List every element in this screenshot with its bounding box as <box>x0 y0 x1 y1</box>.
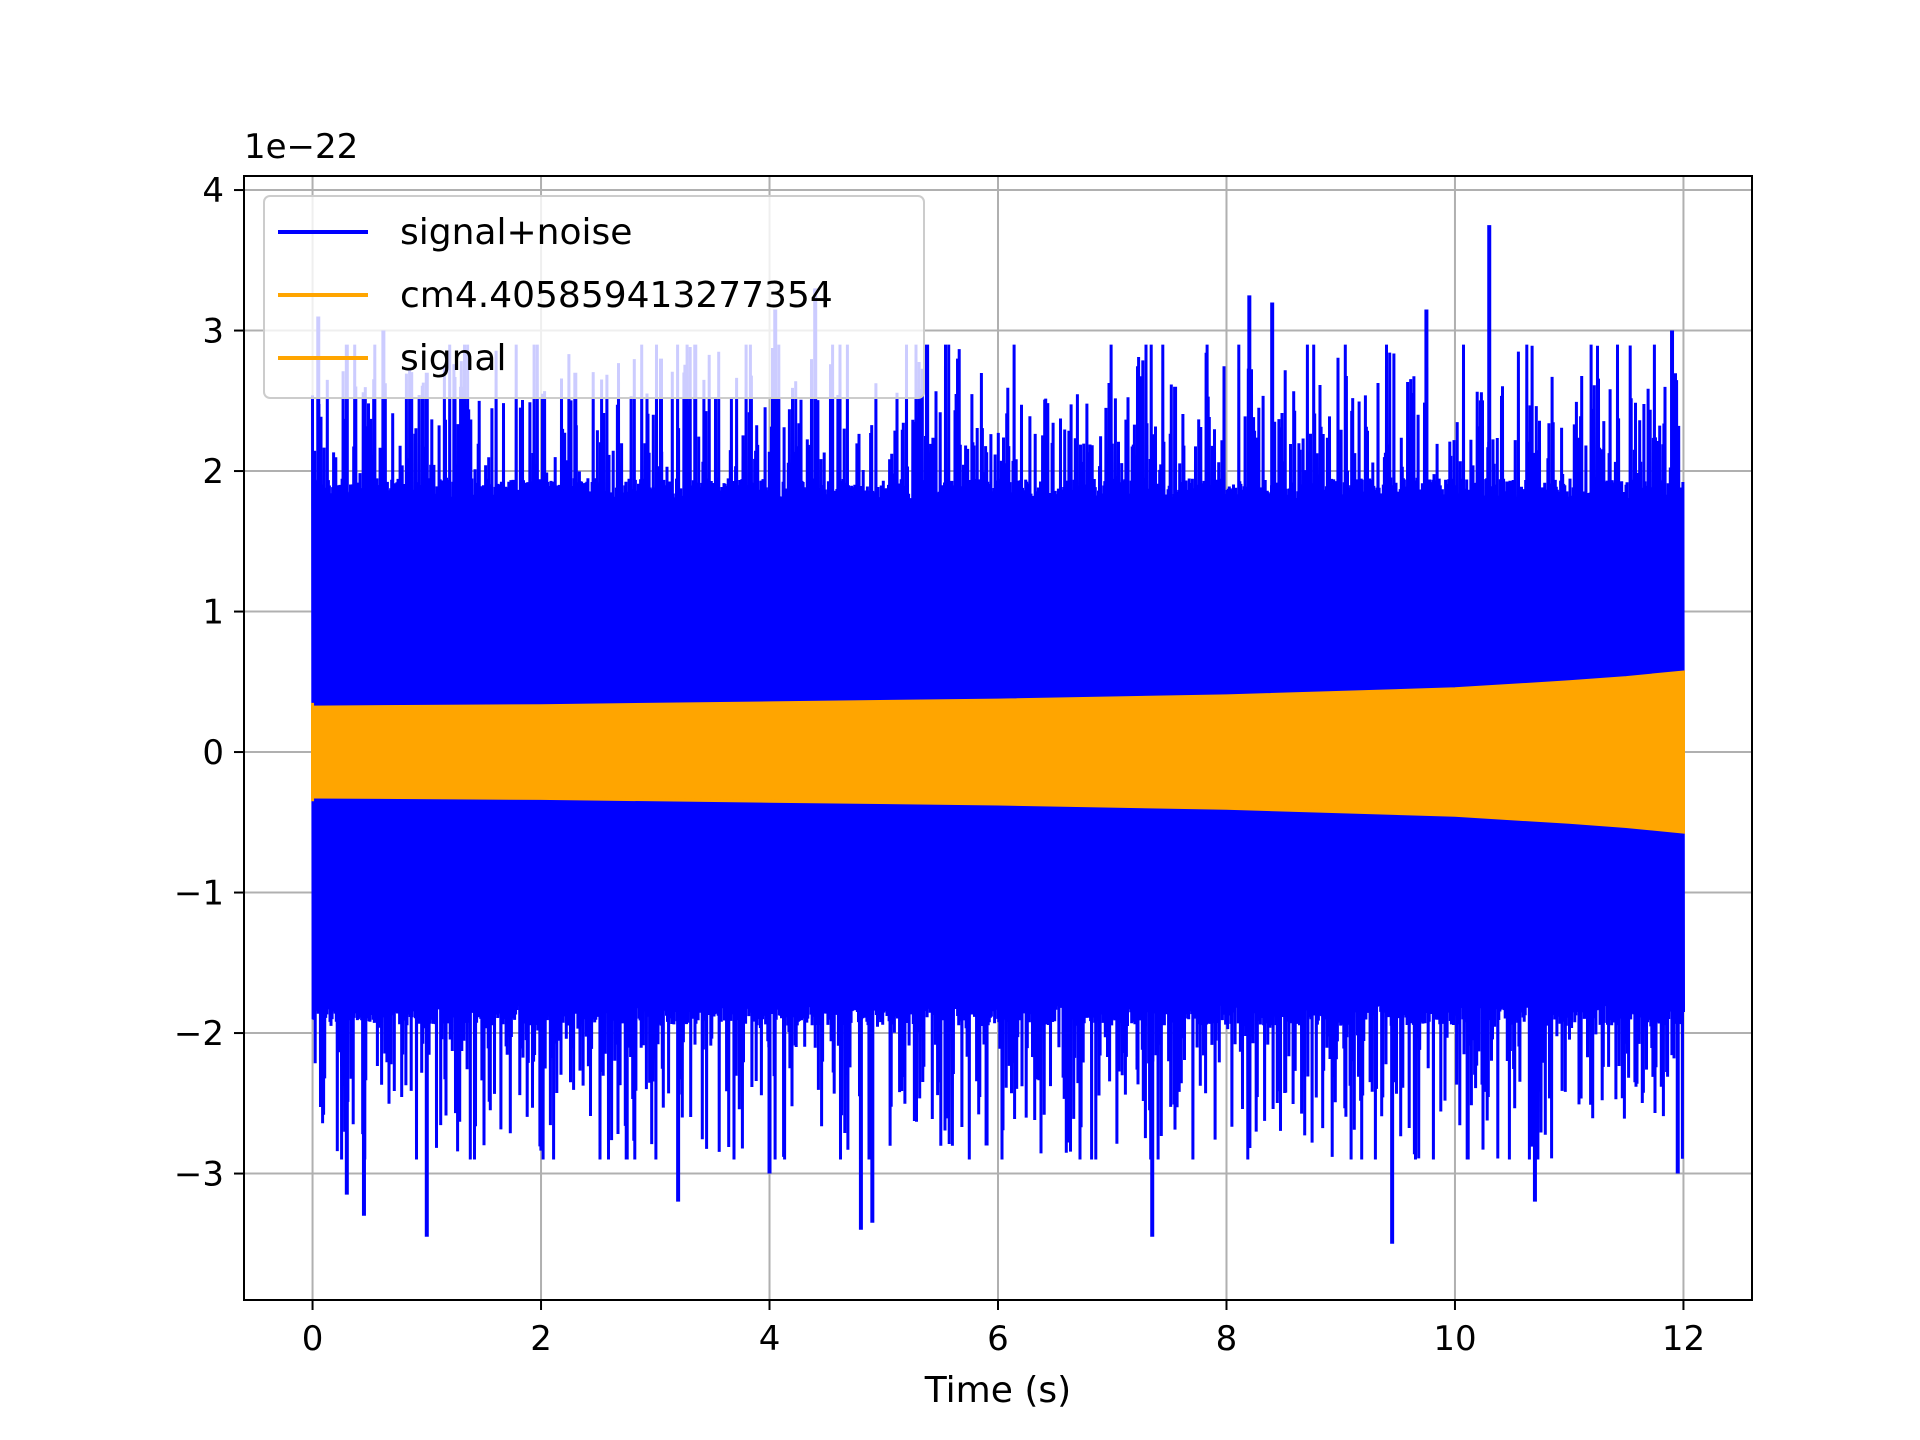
y-tick-label: 1 <box>202 593 224 633</box>
x-tick-label: 12 <box>1662 1319 1705 1359</box>
x-tick-label: 6 <box>987 1319 1009 1359</box>
x-axis-label: Time (s) <box>924 1370 1071 1411</box>
x-tick-label: 2 <box>530 1319 552 1359</box>
y-tick-label: −3 <box>174 1155 224 1195</box>
y-tick-label: 2 <box>202 452 224 492</box>
y-offset-label: 1e−22 <box>244 127 358 167</box>
plot-area <box>311 225 1685 1244</box>
y-tick-label: −2 <box>174 1014 224 1054</box>
x-tick-label: 8 <box>1216 1319 1238 1359</box>
legend-entry-label: signal+noise <box>400 212 632 253</box>
legend: signal+noise cm4.405859413277354 signal <box>263 195 925 399</box>
x-tick-label: 0 <box>302 1319 324 1359</box>
y-tick-label: 3 <box>202 312 224 352</box>
x-tick-label: 4 <box>759 1319 781 1359</box>
legend-entry-label: cm4.405859413277354 <box>400 275 833 316</box>
y-tick-label: 4 <box>202 171 224 211</box>
x-tick-label: 10 <box>1433 1319 1476 1359</box>
y-tick-label: −1 <box>174 874 224 914</box>
y-tick-label: 0 <box>202 733 224 773</box>
legend-entry-label: signal <box>400 338 507 379</box>
legend-box <box>263 195 925 399</box>
series-signal-band <box>311 670 1685 834</box>
